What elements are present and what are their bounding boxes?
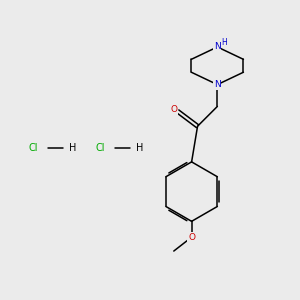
Text: Cl: Cl [96,143,105,153]
Text: O: O [188,233,195,242]
Text: H: H [136,143,144,153]
Text: N: N [214,43,221,52]
Text: H: H [221,38,227,46]
Text: O: O [170,105,177,114]
Text: Cl: Cl [28,143,38,153]
Text: H: H [69,143,76,153]
Text: N: N [214,80,221,89]
